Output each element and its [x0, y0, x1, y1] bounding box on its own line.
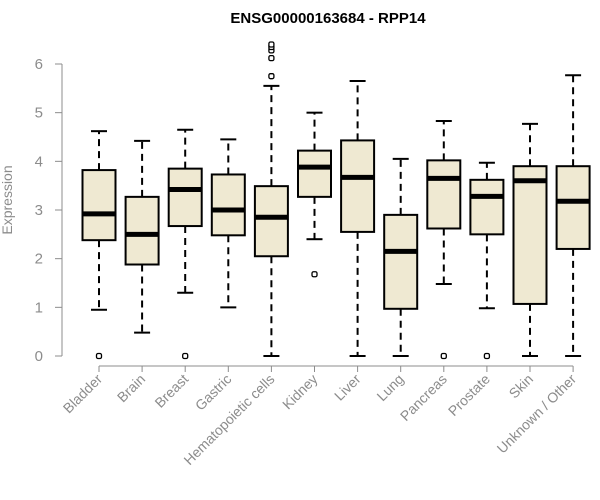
- box-liver: [340, 80, 376, 357]
- chart-title: ENSG00000163684 - RPP14: [230, 10, 426, 27]
- box-hematopoietic-cells: [253, 41, 289, 357]
- y-tick-label: 5: [35, 105, 43, 122]
- y-tick-label: 2: [35, 251, 43, 268]
- outlier-point: [440, 352, 447, 360]
- box-series: [81, 41, 591, 360]
- outlier-point: [182, 352, 189, 360]
- x-tick-label: Skin: [506, 371, 537, 402]
- iqr-box: [340, 139, 376, 233]
- y-tick-label: 4: [35, 153, 43, 170]
- x-tick-label: Brain: [114, 371, 148, 405]
- box-bladder: [81, 130, 117, 360]
- y-axis-label: Expression: [0, 165, 15, 234]
- box-lung: [383, 157, 419, 357]
- y-axis: 0 1 2 3 4 5 6: [35, 56, 63, 365]
- x-tick-label: Gastric: [192, 371, 235, 414]
- box-breast: [167, 128, 203, 360]
- box-brain: [124, 139, 160, 334]
- box-skin: [512, 122, 548, 357]
- iqr-box: [81, 169, 117, 242]
- iqr-box: [124, 195, 160, 266]
- outlier-point: [268, 41, 275, 48]
- y-tick-label: 6: [35, 56, 43, 73]
- box-pancreas: [426, 119, 462, 360]
- outlier-point: [311, 271, 318, 278]
- x-tick-label: Kidney: [279, 371, 321, 413]
- x-tick-label: Lung: [373, 371, 406, 404]
- outlier-point: [268, 73, 275, 80]
- iqr-box: [167, 167, 203, 228]
- x-tick-label: Breast: [151, 371, 191, 411]
- box-gastric: [210, 138, 246, 309]
- iqr-box: [469, 178, 505, 236]
- box-unknown-other: [555, 74, 591, 357]
- y-tick-label: 1: [35, 299, 43, 316]
- box-prostate: [469, 161, 505, 360]
- iqr-box: [512, 165, 548, 305]
- outlier-point: [483, 352, 491, 360]
- x-tick-label: Bladder: [60, 371, 106, 417]
- x-tick-label: Unknown / Other: [494, 371, 580, 457]
- iqr-box: [383, 213, 419, 310]
- outlier-point: [95, 352, 103, 360]
- box-kidney: [297, 111, 332, 278]
- x-tick-label: Liver: [331, 371, 364, 404]
- iqr-box: [555, 165, 591, 250]
- iqr-box: [253, 185, 289, 258]
- iqr-box: [426, 159, 462, 230]
- x-tick-label: Prostate: [445, 371, 493, 419]
- iqr-box: [297, 149, 332, 198]
- iqr-box: [210, 173, 246, 237]
- y-tick-label: 0: [35, 348, 43, 365]
- outlier-point: [268, 55, 275, 62]
- y-tick-label: 3: [35, 202, 43, 219]
- x-tick-label: Pancreas: [397, 371, 450, 424]
